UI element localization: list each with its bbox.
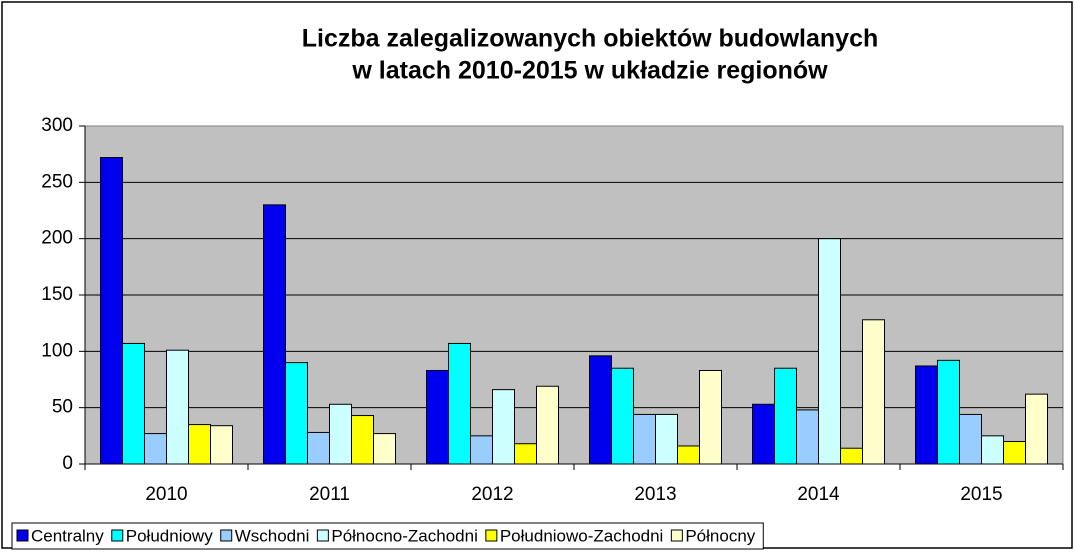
bar (426, 369, 449, 465)
bar (774, 367, 797, 465)
bar (589, 355, 612, 465)
legend-label: Północno-Zachodni (331, 526, 477, 545)
bar (915, 365, 938, 465)
bar (862, 319, 885, 465)
legend-label: Południowo-Zachodni (500, 526, 664, 545)
bar (796, 409, 819, 465)
legend (11, 522, 764, 550)
bar (840, 447, 863, 465)
bar (536, 385, 559, 465)
bar (285, 362, 308, 465)
legend-swatch (316, 529, 329, 542)
legend-swatch (220, 529, 233, 542)
legend-swatch (16, 529, 29, 542)
bar (470, 435, 493, 465)
chart-title: Liczba zalegalizowanych obiektów budowla… (302, 25, 879, 53)
x-tick-label: 2010 (145, 484, 187, 505)
bar (307, 431, 330, 465)
bar (699, 369, 722, 465)
chart-title: w latach 2010-2015 w układzie regionów (351, 57, 828, 85)
bar (1003, 440, 1026, 465)
y-tick-label: 200 (41, 228, 73, 249)
x-tick-label: 2015 (960, 484, 1002, 505)
y-tick-label: 100 (41, 340, 73, 361)
y-tick-label: 300 (41, 115, 73, 136)
bar (448, 342, 471, 465)
y-tick-label: 50 (52, 397, 73, 418)
bar (373, 433, 396, 465)
y-tick-label: 150 (41, 284, 73, 305)
bar (818, 238, 841, 465)
bar (959, 413, 982, 465)
bar (351, 415, 374, 465)
bar (981, 435, 1004, 465)
bar (166, 349, 189, 465)
bar (655, 413, 678, 465)
bar (210, 425, 233, 465)
x-tick-label: 2013 (634, 484, 676, 505)
legend-swatch (670, 529, 683, 542)
x-tick-label: 2014 (797, 484, 840, 505)
bar (633, 413, 656, 465)
legend-label: Północny (685, 526, 755, 545)
bar (937, 359, 960, 465)
bar (144, 433, 167, 465)
bar (492, 389, 515, 465)
bar (100, 157, 123, 465)
bar (752, 403, 775, 465)
x-tick-label: 2012 (471, 484, 513, 505)
x-tick-label: 2011 (309, 484, 350, 505)
legend-swatch (111, 529, 124, 542)
legend-label: Centralny (31, 526, 104, 545)
legend-label: Wschodni (235, 526, 310, 545)
legend-swatch (485, 529, 498, 542)
bar (188, 424, 211, 465)
bar (263, 204, 286, 465)
y-tick-label: 250 (41, 171, 73, 192)
bar (122, 342, 145, 465)
bar (514, 443, 537, 465)
bar (1025, 393, 1048, 465)
bar (677, 445, 700, 465)
bar (611, 367, 634, 465)
legend-label: Południowy (126, 526, 213, 545)
y-tick-label: 0 (62, 453, 73, 474)
bar (329, 403, 352, 465)
